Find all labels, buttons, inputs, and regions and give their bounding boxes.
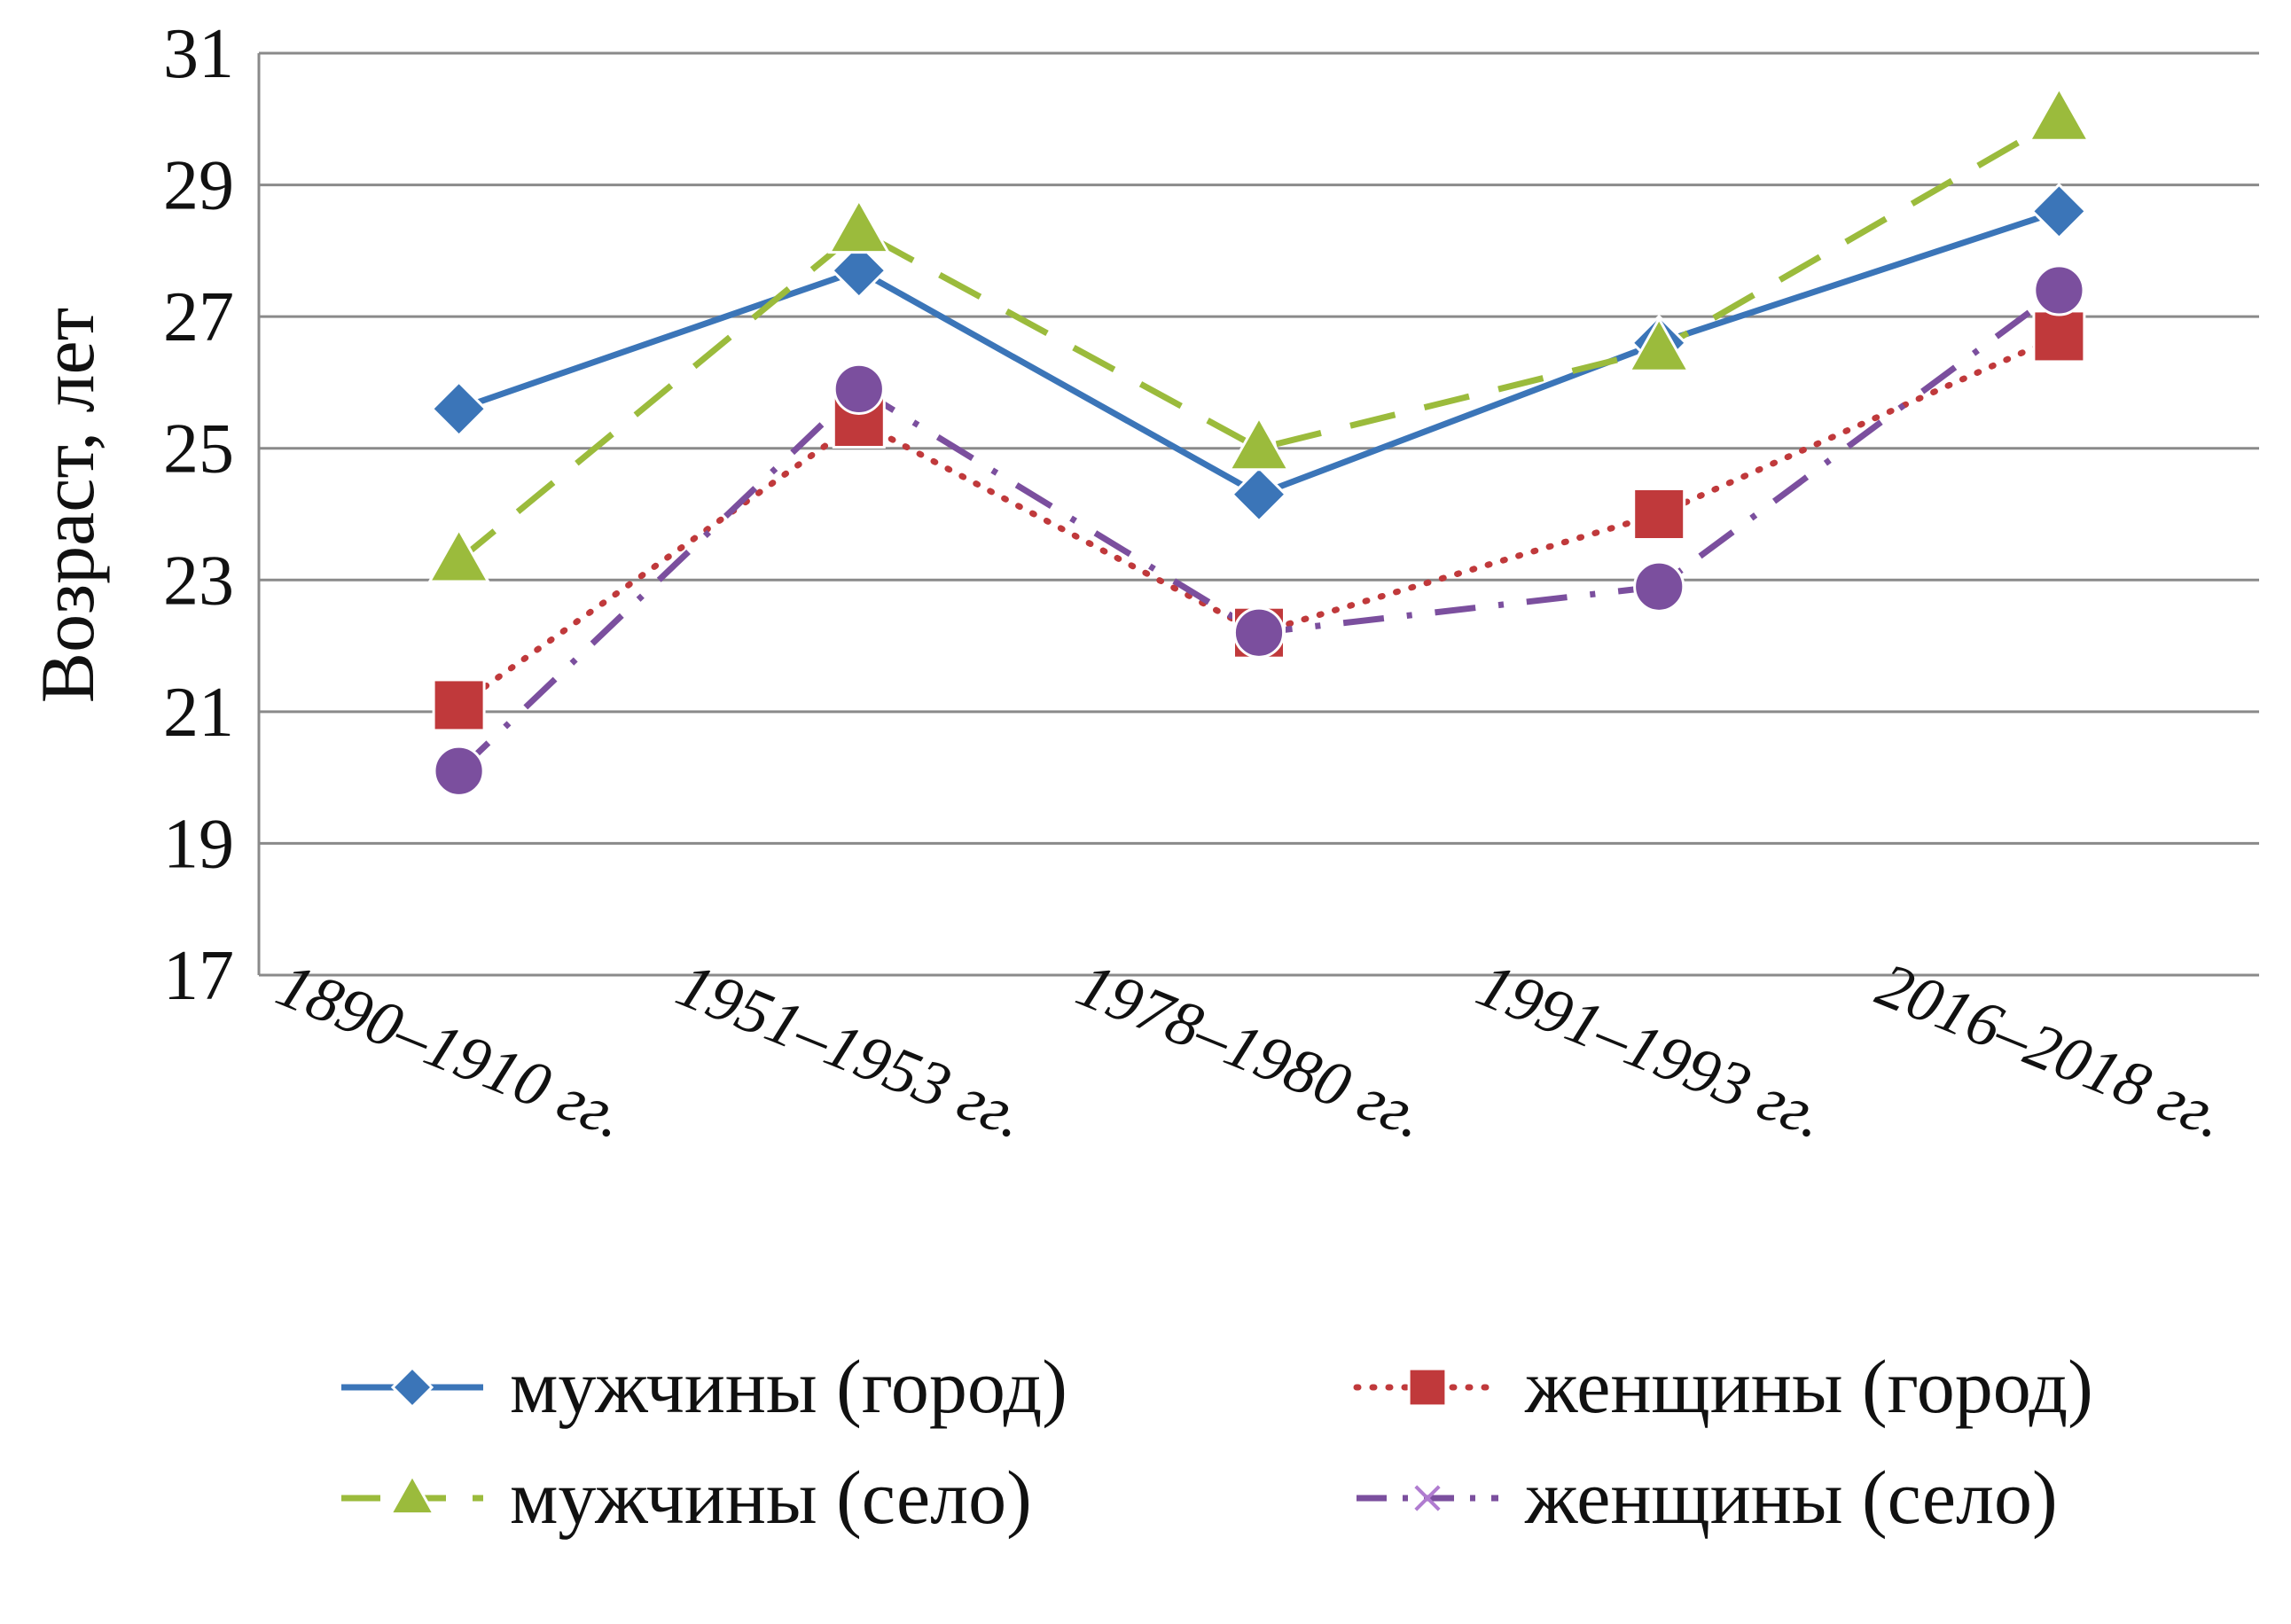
series-line — [457, 116, 2061, 563]
y-tick-label: 29 — [163, 147, 234, 225]
legend-marker — [1414, 1485, 1441, 1511]
data-point — [2032, 309, 2086, 363]
series-markers-3 — [433, 264, 2085, 797]
y-tick-label: 23 — [163, 542, 234, 620]
legend-label: мужчины (село) — [510, 1455, 1032, 1540]
data-point — [1632, 488, 1686, 541]
data-point — [833, 363, 885, 415]
x-mark-stroke — [1414, 1485, 1441, 1511]
data-point — [432, 678, 486, 732]
data-point — [827, 198, 891, 254]
legend-item-3: женщины (село) — [1357, 1455, 2058, 1540]
series-markers-0 — [430, 183, 2088, 523]
series-2 — [457, 116, 2061, 563]
data-point — [427, 527, 491, 583]
data-point — [2033, 264, 2085, 316]
legend-marker — [1407, 1367, 1448, 1408]
data-point — [1230, 465, 1288, 523]
legend-item-1: женщины (город) — [1353, 1344, 2093, 1429]
legend-marker — [390, 1365, 434, 1409]
data-point — [1633, 560, 1685, 613]
y-tick-label: 17 — [163, 937, 234, 1015]
data-point — [1232, 606, 1286, 659]
x-tick-label: 1978–1980 гг. — [1067, 949, 1435, 1152]
series-markers-2 — [427, 85, 2091, 583]
legend: мужчины (город) женщины (город) мужчины (с… — [341, 1344, 2093, 1540]
data-point — [2030, 183, 2088, 240]
x-tick-label: 1890–1910 гг. — [268, 949, 636, 1152]
legend-label: женщины (село) — [1524, 1455, 2058, 1540]
x-tick-label: 1951–1953 гг. — [668, 949, 1036, 1152]
legend-item-2: мужчины (село) — [341, 1455, 1032, 1540]
legend-label: мужчины (город) — [510, 1344, 1067, 1429]
legend-label: женщины (город) — [1524, 1344, 2093, 1429]
y-tick-label: 19 — [163, 805, 234, 883]
series-layer — [427, 85, 2091, 797]
y-tick-label: 31 — [163, 15, 234, 93]
y-axis-label: Возраст, лет — [25, 308, 110, 703]
data-point — [1227, 415, 1291, 472]
y-tick-label: 25 — [163, 410, 234, 488]
data-point — [1627, 316, 1691, 372]
x-tick-label: 1991–1993 гг. — [1467, 949, 1835, 1152]
y-tick-label: 21 — [163, 674, 234, 752]
legend-item-0: мужчины (город) — [341, 1344, 1067, 1429]
y-tick-labels: 17 19 21 23 25 27 29 31 — [163, 15, 234, 1015]
x-tick-labels: 1890–1910 гг. 1951–1953 гг. 1978–1980 гг. 1… — [268, 949, 2236, 1152]
data-point — [433, 745, 485, 797]
data-point — [430, 380, 488, 438]
data-point — [830, 242, 887, 300]
y-tick-label: 27 — [163, 278, 234, 356]
legend-marker — [388, 1472, 436, 1516]
data-point — [2027, 85, 2091, 142]
x-tick-label: 2016–2018 гг. — [1867, 949, 2235, 1152]
